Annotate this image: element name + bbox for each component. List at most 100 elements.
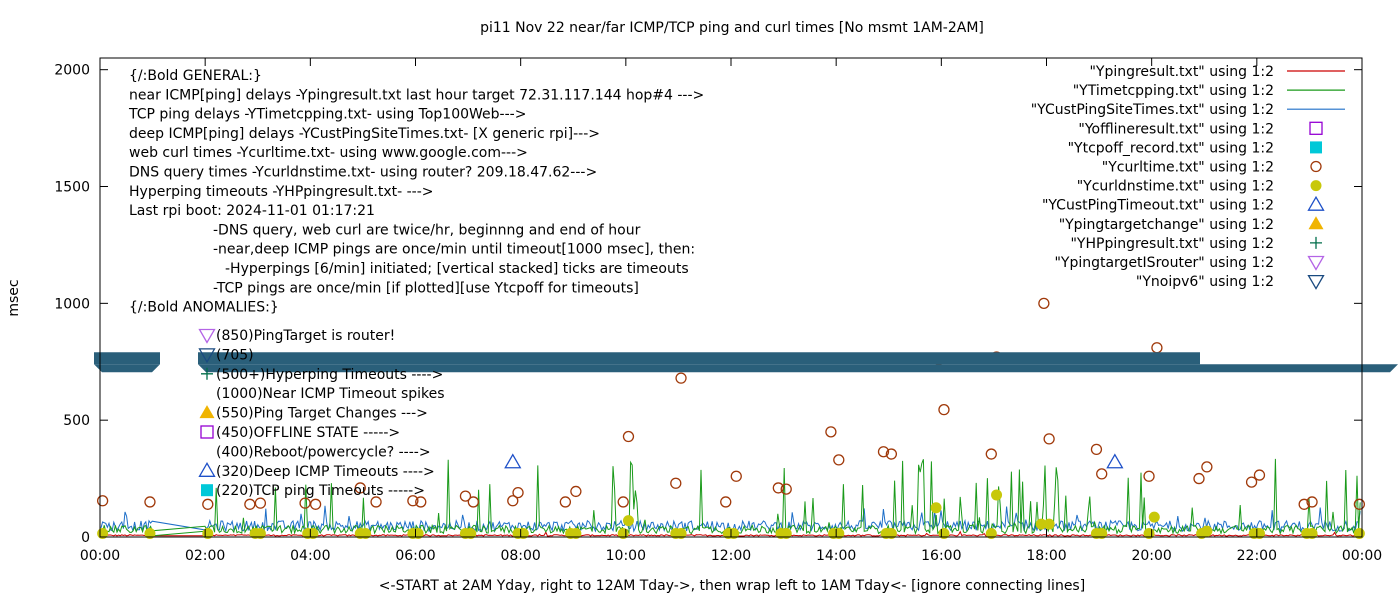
- data-point-curl: [1298, 498, 1310, 510]
- data-point-curl: [675, 372, 687, 384]
- data-point-curl: [415, 496, 427, 508]
- data-point-dns: [930, 502, 942, 514]
- data-point-curl: [244, 498, 256, 510]
- anomaly-symbol-tcpoff: [201, 484, 213, 497]
- data-point-curl: [670, 477, 682, 489]
- x-tick-label: 00:00: [1342, 548, 1382, 564]
- legend-label: "Ynoipv6" using 1:2: [1136, 274, 1274, 290]
- anomaly-symbol-isRouter: [198, 328, 216, 344]
- data-point-curl: [985, 448, 997, 460]
- x-tick-label: 16:00: [921, 548, 961, 564]
- legend-label: "Yofflineresult.txt" using 1:2: [1078, 121, 1274, 137]
- x-tick-label: 10:00: [606, 548, 646, 564]
- annotation-line: TCP ping delays -YTimetcpping.txt- using…: [128, 107, 526, 123]
- chart-title: pi11 Nov 22 near/far ICMP/TCP ping and c…: [480, 20, 984, 36]
- anomaly-line: (1000)Near ICMP Timeout spikes: [216, 386, 445, 402]
- x-tick-label: 12:00: [711, 548, 751, 564]
- y-tick-label: 0: [81, 530, 90, 546]
- data-point-curl: [512, 486, 524, 499]
- noipv6-band-left-tail: [94, 364, 160, 373]
- data-point-curl: [938, 404, 950, 416]
- annotation-line: near ICMP[ping] delays -Ypingresult.txt …: [129, 87, 704, 103]
- y-tick-label: 1000: [54, 296, 90, 312]
- data-point-curl: [1038, 297, 1050, 309]
- annotation-line: web curl times -Ycurltime.txt- using www…: [129, 145, 528, 161]
- data-point-dns: [675, 527, 687, 539]
- x-tick-label: 06:00: [395, 548, 435, 564]
- legend-label: "Ypingtargetchange" using 1:2: [1059, 217, 1274, 233]
- data-point-curl: [1193, 472, 1205, 485]
- data-point-curl: [877, 446, 890, 458]
- data-point-dns: [780, 527, 792, 539]
- x-tick-label: 08:00: [500, 548, 540, 564]
- data-point-curl: [622, 430, 635, 443]
- data-point-dns: [885, 527, 897, 539]
- legend-marker-sample: [1310, 141, 1322, 154]
- ping-series-line: [100, 530, 1361, 537]
- data-point-dns: [985, 527, 997, 539]
- annotation-line: DNS query times -Ycurldnstime.txt- using…: [129, 165, 597, 181]
- data-point-curl: [1151, 342, 1163, 354]
- legend-label: "Ycurltime.txt" using 1:2: [1102, 160, 1274, 176]
- data-point-curl: [825, 426, 837, 438]
- anomaly-line: (500+)Hyperping Timeouts ---->: [216, 367, 443, 383]
- wrap-connector-line: [151, 530, 207, 537]
- data-point-curl: [833, 454, 845, 466]
- data-point-curl: [254, 497, 267, 509]
- data-point-curl: [370, 496, 382, 508]
- data-point-curl: [459, 490, 472, 502]
- legend-label: "Ypingresult.txt" using 1:2: [1089, 64, 1274, 80]
- anomaly-symbol-noipv6: [198, 348, 216, 364]
- data-point-curl: [1143, 470, 1155, 482]
- noipv6-band-right: [198, 352, 1200, 365]
- data-point-dns: [570, 527, 582, 539]
- legend-label: "YCustPingSiteTimes.txt" using 1:2: [1031, 102, 1274, 118]
- x-tick-label: 00:00: [80, 548, 120, 564]
- data-point-curl: [354, 482, 366, 494]
- data-point-dns: [1043, 518, 1055, 530]
- plot-area: 0 500 1000 1500 2000 00:00 02:00 04:00 06:00 08:0…: [54, 57, 1398, 564]
- data-point-curl: [1245, 476, 1258, 488]
- data-point-curl: [96, 495, 109, 507]
- legend-marker-sample: [1307, 195, 1325, 211]
- anomaly-line: (400)Reboot/powercycle? ---->: [216, 444, 431, 460]
- anomaly-line: (850)PingTarget is router!: [216, 328, 395, 344]
- annotation-line: -Hyperpings [6/min] initiated; [vertical…: [225, 261, 689, 277]
- data-point-curl: [1043, 433, 1055, 445]
- x-tick-label: 22:00: [1237, 548, 1277, 564]
- data-point-dns: [991, 489, 1003, 501]
- annotation-line: Last rpi boot: 2024-11-01 01:17:21: [129, 203, 375, 219]
- data-point-dns: [1201, 525, 1213, 537]
- data-point-dns: [144, 527, 156, 539]
- x-axis-label: <-START at 2AM Yday, right to 12AM Tday-…: [379, 578, 1085, 594]
- data-point-curl: [1201, 461, 1213, 473]
- x-tick-label: 18:00: [1026, 548, 1066, 564]
- data-point-curl: [407, 495, 419, 507]
- legend-label: "YpingtargetISrouter" using 1:2: [1054, 255, 1274, 271]
- data-point-custTimeout: [1106, 453, 1124, 469]
- x-tick-label: 04:00: [290, 548, 330, 564]
- data-point-custTimeout: [504, 453, 522, 469]
- annotation-line: -near,deep ICMP pings are once/min until…: [213, 242, 695, 258]
- anomaly-line: (705): [216, 347, 254, 363]
- legend-marker-sample: [1310, 160, 1322, 173]
- legend-marker-sample: [1310, 236, 1322, 249]
- annotation-line: {/:Bold ANOMALIES:}: [129, 300, 279, 316]
- data-point-curl: [144, 496, 156, 508]
- data-point-curl: [617, 496, 629, 508]
- data-point-curl: [202, 498, 214, 510]
- data-point-curl: [772, 482, 784, 494]
- annotation-line: -DNS query, web curl are twice/hr, begin…: [213, 222, 641, 238]
- data-point-dns: [465, 527, 477, 539]
- anomaly-symbol-targetChange: [199, 405, 215, 419]
- legend-marker-sample: [1310, 180, 1322, 192]
- data-point-curl: [1306, 496, 1318, 508]
- anomaly-symbol-hp: [201, 367, 213, 380]
- data-point-curl: [1253, 469, 1266, 481]
- y-tick-label: 2000: [54, 63, 90, 79]
- legend-marker-sample: [1307, 255, 1325, 271]
- y-tick-label: 1500: [54, 180, 90, 196]
- data-point-curl: [309, 498, 322, 510]
- data-point-dns: [622, 515, 634, 527]
